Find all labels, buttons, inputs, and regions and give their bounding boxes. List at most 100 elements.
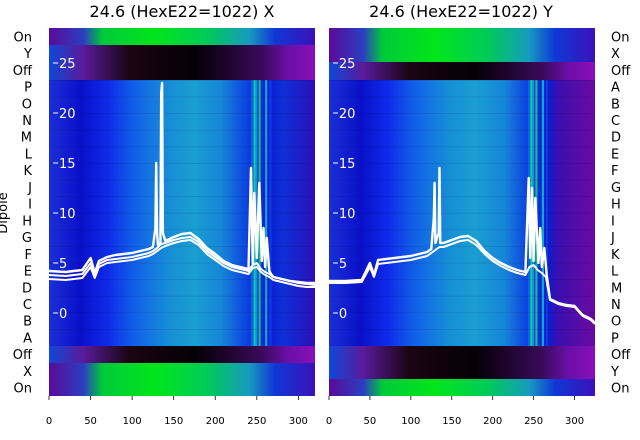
- x-tick-label: 200: [483, 416, 502, 427]
- right-band-row-off-top: [329, 62, 595, 80]
- heatmap-stripe: [541, 80, 544, 346]
- heatmap-stripe: [261, 80, 264, 346]
- row-label: M: [21, 131, 32, 146]
- overlay-y-tick-label: 0: [339, 307, 347, 322]
- heatmap-row-separator: [49, 279, 315, 280]
- heatmap-row-separator: [49, 312, 315, 314]
- x-tick-label: 0: [326, 416, 332, 427]
- left-band-row-off-bottom: [49, 346, 315, 363]
- row-label: On: [611, 30, 629, 45]
- x-tick-label: 100: [123, 416, 142, 427]
- row-label: M: [611, 281, 622, 296]
- row-label: B: [23, 315, 32, 330]
- overlay-line: [48, 236, 316, 286]
- overlay-line: [329, 166, 596, 324]
- heatmap-row-separator: [329, 146, 595, 148]
- heatmap-row-separator: [49, 96, 315, 98]
- heatmap-row-separator: [329, 279, 595, 280]
- heatmap-row-separator: [49, 196, 315, 197]
- right-panel: 0 5 10 15 20 25 0 50 100 150 200 250 300: [326, 28, 596, 427]
- row-label: J: [610, 231, 615, 246]
- row-label: P: [24, 81, 32, 96]
- row-label: G: [22, 231, 32, 246]
- row-label: Off: [611, 64, 631, 79]
- heatmap-stripe: [537, 80, 540, 346]
- x-tick-label: 50: [84, 416, 97, 427]
- overlay-y-tick-label: 10: [59, 207, 76, 222]
- x-tick-label: 300: [565, 416, 584, 427]
- heatmap-stripe: [269, 80, 272, 346]
- heatmap-row-separator: [329, 246, 595, 247]
- heatmap-row-separator: [329, 196, 595, 197]
- row-label: K: [611, 248, 620, 263]
- row-label: H: [611, 198, 621, 213]
- overlay-y-tick-label: 5: [339, 257, 347, 272]
- heatmap-row-separator: [49, 229, 315, 231]
- overlay-y-tick-label: 25: [339, 57, 356, 72]
- row-label: O: [22, 97, 32, 112]
- x-tick-label: 300: [289, 416, 308, 427]
- row-label: J: [27, 181, 32, 196]
- heatmap-row-separator: [329, 329, 595, 330]
- row-label: A: [611, 81, 620, 96]
- row-label: E: [611, 148, 619, 163]
- row-label: D: [611, 131, 621, 146]
- right-band-row-on-top: [329, 28, 595, 62]
- row-label: E: [24, 265, 32, 280]
- heatmap-row-separator: [49, 329, 315, 330]
- right-band-row-on-bottom: [329, 379, 595, 396]
- right-overlay-lines: [329, 166, 596, 325]
- right-panel-title: 24.6 (HexE22=1022) Y: [369, 2, 553, 21]
- y-axis-label: Dipole: [0, 192, 11, 233]
- heatmap-row-separator: [329, 179, 595, 181]
- overlay-y-tick-label: 15: [339, 157, 356, 172]
- x-tick-label: 150: [442, 416, 461, 427]
- row-label: N: [22, 114, 32, 129]
- overlay-y-tick-label: 15: [59, 157, 76, 172]
- row-label: L: [25, 148, 33, 163]
- overlay-y-tick-label: 5: [59, 257, 67, 272]
- overlay-y-tick-label: 20: [59, 107, 76, 122]
- row-label: K: [23, 164, 32, 179]
- row-label: F: [25, 248, 32, 263]
- row-label: On: [14, 30, 32, 45]
- heatmap-row-separator: [49, 163, 315, 164]
- heatmap-row-separator: [329, 163, 595, 164]
- overlay-line: [48, 239, 315, 288]
- heatmap-row-separator: [49, 246, 315, 247]
- row-label: On: [611, 382, 629, 397]
- heatmap-row-separator: [329, 295, 595, 297]
- left-band-row-y: [49, 45, 315, 80]
- heatmap-row-separator: [49, 179, 315, 181]
- x-tick-label: 150: [164, 416, 183, 427]
- row-label: Y: [610, 365, 619, 380]
- heatmap-row-separator: [329, 229, 595, 231]
- left-overlay-lines: [48, 81, 316, 288]
- left-panel-title: 24.6 (HexE22=1022) X: [90, 2, 275, 21]
- overlay-y-tick-label: 20: [339, 107, 356, 122]
- heatmap-row-separator: [329, 113, 595, 114]
- row-label: C: [23, 298, 32, 313]
- heatmap-row-separator: [49, 129, 315, 131]
- heatmap-stripe: [255, 80, 258, 346]
- heatmap-row-separator: [49, 146, 315, 148]
- heatmap-row-separator: [329, 96, 595, 98]
- x-tick-label: 0: [46, 416, 52, 427]
- row-label: G: [611, 181, 621, 196]
- row-label: H: [22, 214, 32, 229]
- overlay-line: [48, 81, 315, 285]
- row-label: N: [611, 298, 621, 313]
- row-label: O: [611, 315, 621, 330]
- row-label: P: [611, 332, 619, 347]
- right-heatmap-main: [329, 80, 595, 346]
- row-label: I: [28, 198, 32, 213]
- left-overlay-y-ticks: 0 5 10 15 20 25: [53, 57, 76, 322]
- row-label: X: [23, 365, 32, 380]
- right-x-ticks: 0 50 100 150 200 250 300: [326, 396, 584, 427]
- overlay-line: [329, 239, 596, 325]
- row-label: On: [14, 382, 32, 397]
- x-tick-label: 250: [247, 416, 266, 427]
